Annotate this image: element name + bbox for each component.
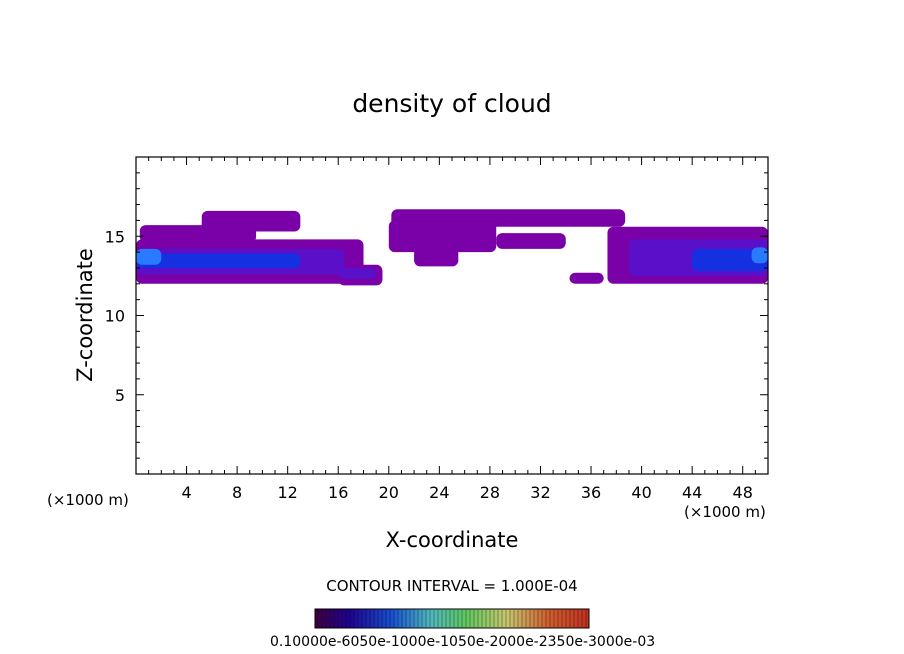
x-tick-label: 20 bbox=[379, 483, 399, 502]
cloud-region-low bbox=[201, 210, 301, 232]
cloud-region-high bbox=[692, 248, 768, 272]
x-tick-label: 44 bbox=[682, 483, 702, 502]
x-axis-label: X-coordinate bbox=[386, 528, 519, 552]
cloud-region-low bbox=[569, 272, 604, 284]
x-tick-label: 28 bbox=[480, 483, 500, 502]
contour-interval-text: CONTOUR INTERVAL = 1.000E-04 bbox=[326, 577, 577, 595]
colorbar bbox=[314, 608, 590, 629]
y-tick-label: 10 bbox=[105, 307, 125, 326]
x-tick-label: 48 bbox=[733, 483, 753, 502]
plot-frame bbox=[135, 156, 769, 475]
y-tick-labels: 5 10 15 bbox=[105, 227, 125, 405]
cloud-region-low bbox=[388, 220, 497, 253]
x-tick-label: 12 bbox=[278, 483, 298, 502]
y-axis-label: Z-coordinate bbox=[73, 248, 97, 382]
cloud-region-low bbox=[496, 233, 566, 249]
x-tick-label: 40 bbox=[631, 483, 651, 502]
y-tick-label: 5 bbox=[115, 386, 125, 405]
x-tick-label: 32 bbox=[530, 483, 550, 502]
cloud-region-low bbox=[414, 247, 459, 267]
colorbar-labels: 0.10000e-6050e-1000e-1050e-2000e-2350e-3… bbox=[270, 634, 655, 650]
cloud-region-peak bbox=[751, 247, 768, 264]
x-tick-label: 8 bbox=[232, 483, 242, 502]
cloud-field bbox=[136, 209, 768, 286]
x-tick-label: 36 bbox=[581, 483, 601, 502]
y-tick-label: 15 bbox=[105, 227, 125, 246]
colorbar-stripes bbox=[317, 610, 587, 627]
x-tick-label: 4 bbox=[181, 483, 191, 502]
cloud-region-mid bbox=[338, 267, 377, 280]
chart-title: density of cloud bbox=[352, 89, 551, 118]
x-tick-label: 24 bbox=[429, 483, 449, 502]
x-unit-left: (×1000 m) bbox=[47, 491, 129, 509]
x-tick-label: 16 bbox=[328, 483, 348, 502]
cloud-region-peak bbox=[136, 248, 162, 265]
x-tick-labels: 4 8 12 16 20 24 28 32 36 40 44 48 bbox=[181, 483, 752, 502]
x-unit-right: (×1000 m) bbox=[684, 503, 766, 521]
axis-ticks bbox=[136, 157, 768, 474]
cloud-region-high bbox=[136, 253, 301, 268]
